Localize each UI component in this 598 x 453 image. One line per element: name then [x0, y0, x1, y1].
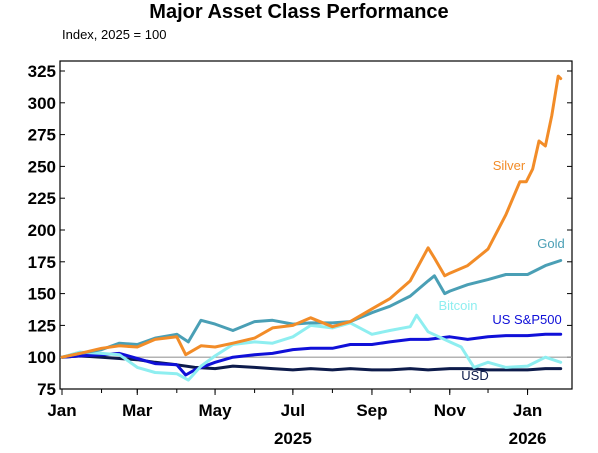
x-tick-label: Jan [513, 401, 542, 420]
axes: 325 300 275 250 225 200 175 150 125 100 75 Jan Mar Ma… [28, 60, 573, 448]
x-tick-label: Jan [47, 401, 76, 420]
chart-subtitle: Index, 2025 = 100 [62, 27, 167, 42]
x-year-label: 2026 [509, 429, 547, 448]
y-tick-label: 100 [28, 348, 56, 367]
y-tick-label: 75 [37, 380, 56, 399]
x-tick-label: Jul [281, 401, 306, 420]
y-tick-label: 300 [28, 94, 56, 113]
plot-frame [59, 60, 573, 390]
series-label-silver: Silver [493, 158, 526, 173]
series-label-bitcoin: Bitcoin [438, 298, 477, 313]
x-year-label: 2025 [274, 429, 312, 448]
series-labels: USD US S&P500 Bitcoin Gold Silver [438, 158, 564, 383]
y-tick-label: 325 [28, 62, 56, 81]
series-line-bitcoin [60, 313, 563, 382]
series-line-gold [60, 259, 563, 359]
y-tick-label: 200 [28, 221, 56, 240]
x-tick-label: Nov [434, 401, 467, 420]
y-tick-label: 175 [28, 253, 56, 272]
series-line-silver [60, 74, 563, 359]
y-tick-label: 250 [28, 157, 56, 176]
x-tick-label: Sep [356, 401, 387, 420]
chart-title: Major Asset Class Performance [149, 1, 449, 23]
series-label-gold: Gold [537, 236, 564, 251]
y-tick-label: 150 [28, 285, 56, 304]
series-label-us-s-p500: US S&P500 [492, 312, 561, 327]
series-lines [60, 74, 563, 382]
x-tick-label: May [199, 401, 233, 420]
y-tick-label: 225 [28, 189, 56, 208]
y-tick-label: 275 [28, 126, 56, 145]
x-tick-label: Mar [122, 401, 153, 420]
series-label-usd: USD [461, 368, 488, 383]
y-tick-label: 125 [28, 316, 56, 335]
series-line-us-s-p500 [60, 332, 563, 377]
